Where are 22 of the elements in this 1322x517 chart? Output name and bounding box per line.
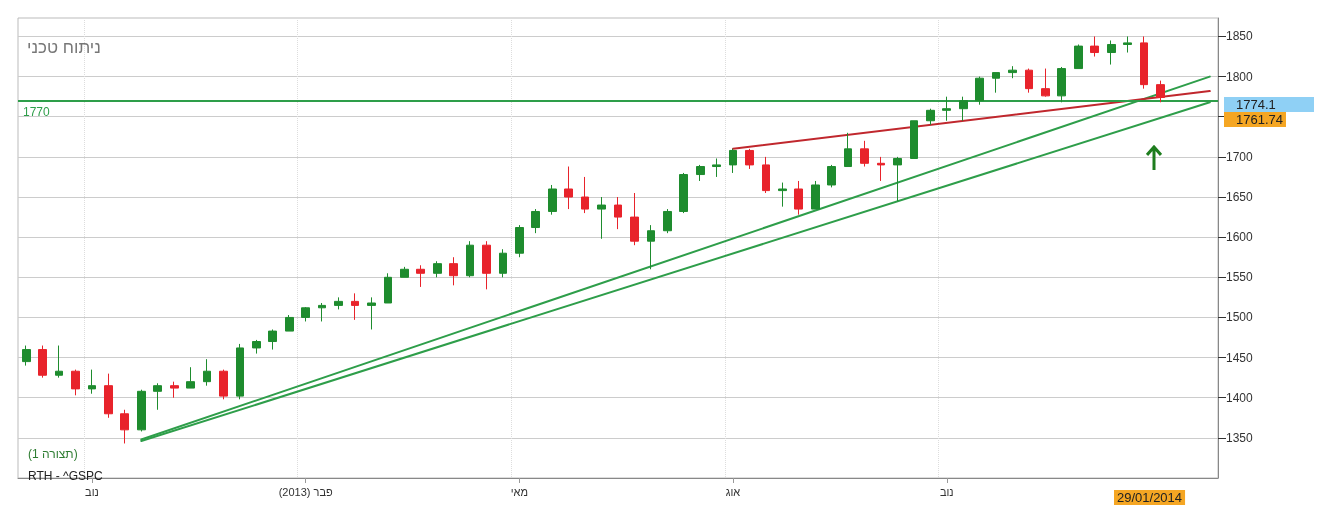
annotation: (תצורה 1) (28, 447, 78, 461)
x-tick-label: אוג (725, 485, 741, 498)
annotation: RTH - ^GSPC (28, 469, 104, 483)
y-tick-label: 1850 (1226, 29, 1254, 44)
text: 29/01/2014 (1117, 490, 1183, 505)
y-tick-label: 1600 (1226, 230, 1254, 245)
text: 1774.1 (1236, 97, 1276, 112)
y-tick-label: 1350 (1226, 430, 1254, 445)
ref-line-label: 1770 (23, 104, 51, 119)
x-tick-label: פבר (2013) (278, 485, 333, 498)
text: 1761.74 (1236, 112, 1283, 127)
y-tick-label: 1450 (1226, 350, 1254, 365)
y-tick-label: 1800 (1226, 69, 1254, 84)
y-tick-label: 1550 (1226, 270, 1254, 285)
text: ניתוח טכני (27, 38, 101, 57)
y-tick-label: 1650 (1226, 190, 1254, 205)
x-tick-label: נוב (85, 485, 99, 498)
x-tick-label: מאי (510, 485, 529, 498)
y-tick-label: 1400 (1226, 390, 1254, 405)
x-tick-label: נוב (939, 485, 954, 498)
y-tick-label: 1500 (1226, 310, 1254, 325)
y-tick-label: 1700 (1226, 149, 1254, 164)
